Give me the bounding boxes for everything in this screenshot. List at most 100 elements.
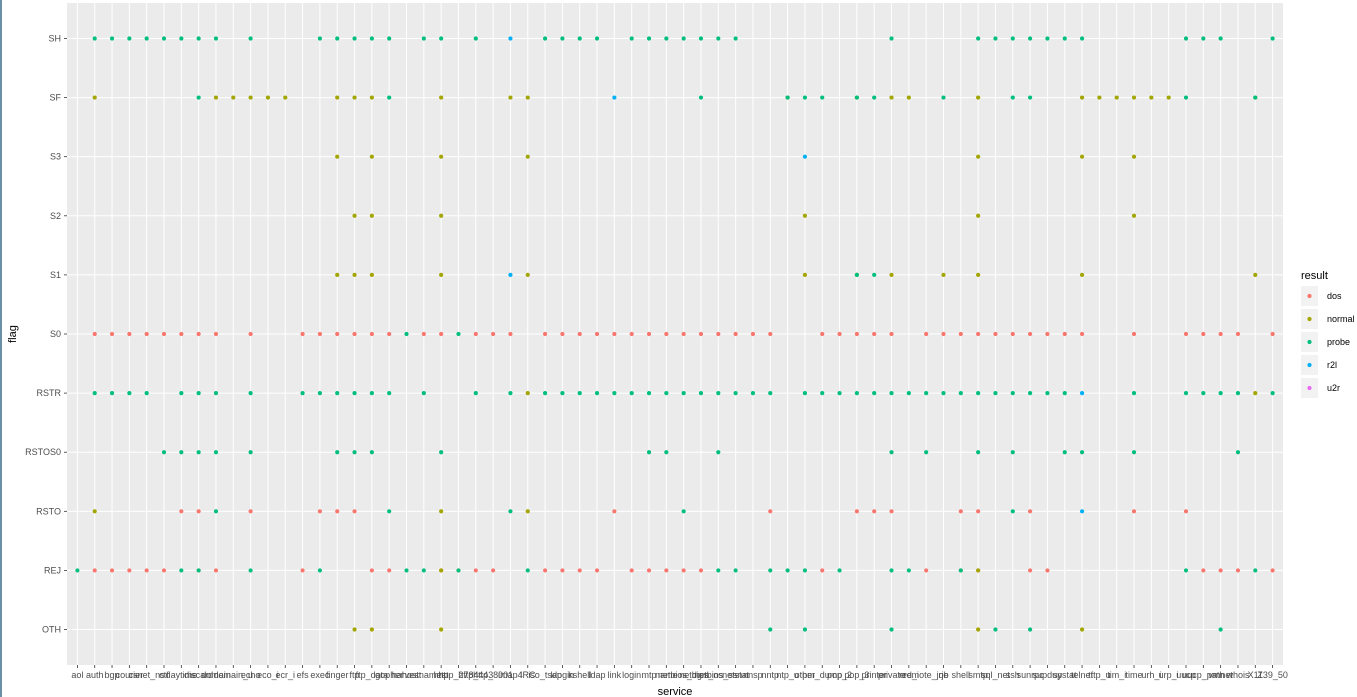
point-probe xyxy=(577,36,582,41)
x-tick-label: smtp xyxy=(968,670,988,680)
point-probe xyxy=(941,391,946,396)
point-probe xyxy=(352,450,357,455)
x-tick-label: private xyxy=(878,670,905,680)
point-normal xyxy=(369,272,374,277)
point-dos xyxy=(976,509,981,514)
window-left-border xyxy=(0,0,2,697)
point-probe xyxy=(456,568,461,573)
point-probe xyxy=(664,36,669,41)
point-probe xyxy=(144,391,149,396)
x-tick-label: klogin xyxy=(551,670,575,680)
point-probe xyxy=(525,568,530,573)
point-probe xyxy=(161,36,167,41)
x-tick-label: domain xyxy=(201,670,231,680)
point-normal xyxy=(369,627,374,632)
x-tick-label: bgp xyxy=(105,670,120,680)
point-probe xyxy=(698,36,704,41)
point-probe xyxy=(1183,36,1189,41)
y-tick-label: OTH xyxy=(42,625,61,635)
point-probe xyxy=(1027,627,1033,632)
y-tick-label: RSTOS0 xyxy=(25,447,61,457)
point-dos xyxy=(629,331,634,337)
point-dos xyxy=(698,331,704,337)
point-probe xyxy=(248,391,253,396)
point-probe xyxy=(542,391,548,396)
point-probe xyxy=(542,36,548,41)
point-dos xyxy=(300,331,305,337)
point-normal xyxy=(369,95,374,100)
legend-swatch-dos xyxy=(1307,293,1312,299)
point-probe xyxy=(889,568,894,573)
point-dos xyxy=(958,509,963,514)
point-dos xyxy=(161,568,167,573)
point-r2l xyxy=(508,36,513,41)
point-normal xyxy=(976,154,981,159)
point-probe xyxy=(144,36,149,41)
point-dos xyxy=(820,331,825,337)
point-probe xyxy=(369,450,374,455)
point-probe xyxy=(179,568,184,573)
point-probe xyxy=(1218,36,1223,41)
point-dos xyxy=(127,568,132,573)
point-probe xyxy=(1201,36,1206,41)
x-tick-label: nnsp xyxy=(743,670,763,680)
point-probe xyxy=(958,391,963,396)
point-probe xyxy=(1010,391,1015,396)
point-dos xyxy=(335,509,340,514)
point-probe xyxy=(387,36,392,41)
point-probe xyxy=(1062,450,1067,455)
point-probe xyxy=(872,272,877,277)
legend-swatch-probe xyxy=(1307,339,1312,345)
point-dos xyxy=(889,331,894,337)
point-dos xyxy=(439,331,444,337)
point-probe xyxy=(248,568,253,573)
x-tick-label: remote_job xyxy=(904,670,949,680)
x-tick-label: http xyxy=(434,670,449,680)
point-probe xyxy=(127,36,132,41)
point-probe xyxy=(976,391,981,396)
point-normal xyxy=(1166,95,1171,100)
x-tick-label: ssh xyxy=(1006,670,1020,680)
point-normal xyxy=(976,568,981,573)
point-dos xyxy=(1062,331,1067,337)
point-probe xyxy=(1062,36,1067,41)
point-dos xyxy=(716,331,721,337)
point-dos xyxy=(854,509,859,514)
point-normal xyxy=(248,95,253,100)
point-probe xyxy=(369,36,374,41)
x-tick-label: supdup xyxy=(1033,670,1063,680)
point-probe xyxy=(854,391,859,396)
point-dos xyxy=(612,331,617,337)
point-dos xyxy=(1131,509,1137,514)
point-probe xyxy=(577,391,582,396)
x-tick-label: sunrpc xyxy=(1017,670,1045,680)
x-tick-label: IRC xyxy=(520,670,536,680)
x-tick-label: X11 xyxy=(1248,670,1263,680)
point-dos xyxy=(248,509,253,514)
x-tick-label: csnet_ns xyxy=(129,670,166,680)
point-probe xyxy=(1270,391,1275,396)
x-tick-label: http_443 xyxy=(458,670,493,680)
point-normal xyxy=(265,95,271,100)
point-probe xyxy=(248,450,253,455)
x-tick-label: aol xyxy=(71,670,83,680)
point-probe xyxy=(369,391,374,396)
x-tick-label: pop_2 xyxy=(827,670,852,680)
point-probe xyxy=(404,568,409,573)
point-dos xyxy=(473,568,478,573)
y-tick-label: S1 xyxy=(50,270,61,280)
point-normal xyxy=(1149,95,1154,100)
point-dos xyxy=(248,331,253,337)
point-probe xyxy=(213,509,219,514)
point-normal xyxy=(802,272,808,277)
legend-swatch-r2l xyxy=(1307,362,1312,368)
x-tick-label: tim_i xyxy=(1107,670,1126,680)
point-probe xyxy=(1062,391,1067,396)
point-normal xyxy=(802,213,808,218)
point-probe xyxy=(802,568,808,573)
point-normal xyxy=(525,391,530,396)
point-dos xyxy=(1027,331,1033,337)
legend-label-probe: probe xyxy=(1327,337,1350,347)
point-probe xyxy=(889,391,894,396)
point-dos xyxy=(1201,568,1206,573)
